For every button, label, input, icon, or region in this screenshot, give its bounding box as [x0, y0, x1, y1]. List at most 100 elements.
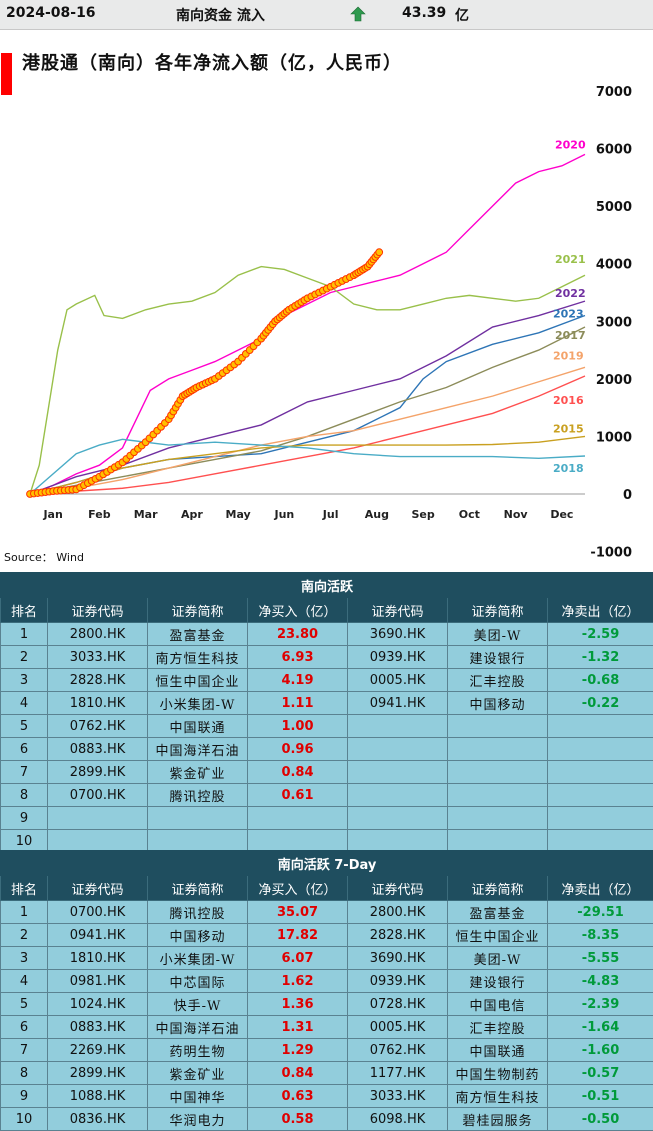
- net-sell-cell: -29.51: [548, 901, 653, 924]
- name-cell: 中国生物制药: [448, 1062, 548, 1085]
- net-buy-cell: 0.58: [248, 1108, 348, 1131]
- net-sell-cell: [548, 784, 653, 807]
- name-cell: 中国海洋石油: [148, 1016, 248, 1039]
- x-tick-label: Mar: [134, 508, 158, 521]
- code-cell: [348, 807, 448, 830]
- rank-cell: 1: [1, 623, 48, 646]
- net-buy-cell: [248, 807, 348, 830]
- name-cell: [448, 761, 548, 784]
- date-label: 2024-08-16: [6, 5, 96, 21]
- series-label: 2021: [555, 253, 586, 266]
- x-tick-label: Feb: [88, 508, 111, 521]
- net-buy-cell: 6.93: [248, 646, 348, 669]
- code-cell: 2269.HK: [48, 1039, 148, 1062]
- x-tick-label: Nov: [504, 508, 529, 521]
- name-cell: 腾讯控股: [148, 784, 248, 807]
- x-tick-label: Oct: [459, 508, 480, 521]
- code-cell: 0981.HK: [48, 970, 148, 993]
- code-cell: 0762.HK: [48, 715, 148, 738]
- rank-cell: 8: [1, 784, 48, 807]
- series-label: 2019: [553, 349, 584, 362]
- x-tick-label: Jul: [322, 508, 339, 521]
- rank-cell: 3: [1, 947, 48, 970]
- column-header: 证券简称: [448, 876, 548, 901]
- code-cell: 3033.HK: [348, 1085, 448, 1108]
- name-cell: 恒生中国企业: [148, 669, 248, 692]
- net-sell-cell: -0.57: [548, 1062, 653, 1085]
- name-cell: [448, 738, 548, 761]
- name-cell: 盈富基金: [448, 901, 548, 924]
- name-cell: [448, 807, 548, 830]
- name-cell: 南方恒生科技: [148, 646, 248, 669]
- net-sell-cell: [548, 761, 653, 784]
- series-label: 2017: [555, 329, 586, 342]
- x-tick-label: Sep: [411, 508, 434, 521]
- series-label: 2015: [553, 422, 584, 435]
- net-buy-cell: 1.00: [248, 715, 348, 738]
- name-cell: 中国移动: [148, 924, 248, 947]
- name-cell: [448, 784, 548, 807]
- y-tick-label: 3000: [596, 315, 632, 330]
- name-cell: [148, 807, 248, 830]
- code-cell: 2899.HK: [48, 1062, 148, 1085]
- net-sell-cell: -2.39: [548, 993, 653, 1016]
- rank-cell: 9: [1, 1085, 48, 1108]
- flow-unit: 亿: [455, 5, 469, 25]
- name-cell: 小米集团-W: [148, 947, 248, 970]
- net-sell-cell: [548, 738, 653, 761]
- column-header: 证券代码: [348, 876, 448, 901]
- code-cell: [348, 715, 448, 738]
- rank-cell: 5: [1, 715, 48, 738]
- rank-cell: 3: [1, 669, 48, 692]
- y-tick-label: 5000: [596, 200, 632, 215]
- series-label: 2018: [553, 462, 584, 475]
- net-sell-cell: -1.64: [548, 1016, 653, 1039]
- name-cell: 汇丰控股: [448, 1016, 548, 1039]
- code-cell: 2828.HK: [348, 924, 448, 947]
- net-sell-cell: -0.50: [548, 1108, 653, 1131]
- rank-cell: 2: [1, 924, 48, 947]
- rank-cell: 2: [1, 646, 48, 669]
- net-buy-cell: 0.63: [248, 1085, 348, 1108]
- x-tick-label: May: [226, 508, 251, 521]
- name-cell: 中国电信: [448, 993, 548, 1016]
- column-header: 证券简称: [448, 598, 548, 623]
- rank-cell: 1: [1, 901, 48, 924]
- name-cell: 中国联通: [448, 1039, 548, 1062]
- chart-source: Source： Wind: [4, 549, 84, 565]
- name-cell: 建设银行: [448, 970, 548, 993]
- rank-cell: 4: [1, 692, 48, 715]
- code-cell: 0941.HK: [48, 924, 148, 947]
- net-sell-cell: -8.35: [548, 924, 653, 947]
- y-tick-label: 1000: [596, 430, 632, 445]
- code-cell: [348, 761, 448, 784]
- x-tick-label: Jun: [273, 508, 294, 521]
- net-buy-cell: 0.84: [248, 761, 348, 784]
- code-cell: 0836.HK: [48, 1108, 148, 1131]
- column-header: 排名: [1, 876, 48, 901]
- code-cell: [348, 784, 448, 807]
- column-header: 净卖出（亿）: [548, 598, 653, 623]
- y-tick-label: -1000: [590, 546, 632, 561]
- net-sell-cell: [548, 715, 653, 738]
- rank-cell: 10: [1, 1108, 48, 1131]
- code-cell: 2828.HK: [48, 669, 148, 692]
- x-tick-label: Apr: [181, 508, 203, 521]
- code-cell: [48, 807, 148, 830]
- column-header: 证券简称: [148, 876, 248, 901]
- net-buy-cell: 0.61: [248, 784, 348, 807]
- column-header: 证券代码: [48, 876, 148, 901]
- net-buy-cell: 1.11: [248, 692, 348, 715]
